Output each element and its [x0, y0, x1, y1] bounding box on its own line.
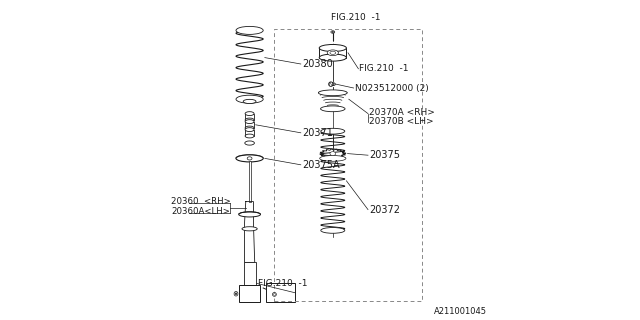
Ellipse shape — [273, 292, 276, 296]
Ellipse shape — [244, 141, 255, 145]
Bar — [245, 114, 254, 120]
Ellipse shape — [319, 90, 347, 96]
Ellipse shape — [236, 27, 263, 35]
Ellipse shape — [236, 293, 237, 295]
Ellipse shape — [321, 106, 345, 112]
Bar — [245, 130, 254, 136]
Text: 20375A: 20375A — [302, 160, 340, 170]
Text: 20360  <RH>: 20360 <RH> — [172, 197, 231, 206]
Ellipse shape — [332, 83, 334, 85]
Polygon shape — [244, 202, 255, 262]
Ellipse shape — [327, 50, 339, 56]
Ellipse shape — [319, 44, 346, 52]
Text: FIG.210  -1: FIG.210 -1 — [258, 279, 307, 288]
Text: 20360A<LH>: 20360A<LH> — [172, 207, 230, 216]
Bar — [244, 262, 256, 285]
Ellipse shape — [236, 95, 263, 103]
Bar — [249, 161, 251, 202]
Text: 20375: 20375 — [369, 150, 400, 160]
Bar — [239, 285, 260, 302]
Ellipse shape — [329, 82, 333, 86]
Ellipse shape — [245, 134, 254, 138]
Text: FIG.210  -1: FIG.210 -1 — [332, 13, 381, 22]
Ellipse shape — [234, 292, 238, 296]
Text: 20372: 20372 — [369, 204, 400, 215]
Ellipse shape — [330, 152, 336, 156]
Text: FIG.210  -1: FIG.210 -1 — [360, 64, 409, 73]
Ellipse shape — [320, 156, 346, 161]
Ellipse shape — [330, 51, 336, 54]
Ellipse shape — [245, 120, 254, 124]
Text: 20370A <RH>: 20370A <RH> — [369, 108, 435, 117]
Ellipse shape — [321, 128, 345, 134]
Bar — [319, 48, 346, 58]
Ellipse shape — [330, 83, 335, 86]
Ellipse shape — [236, 155, 263, 162]
Ellipse shape — [243, 99, 256, 104]
Text: N023512000 (2): N023512000 (2) — [355, 84, 428, 92]
Ellipse shape — [245, 128, 254, 132]
Bar — [245, 122, 254, 128]
Ellipse shape — [332, 31, 333, 33]
Ellipse shape — [245, 118, 254, 122]
Ellipse shape — [239, 212, 260, 217]
Ellipse shape — [245, 112, 254, 116]
Ellipse shape — [245, 126, 254, 130]
Text: 20380: 20380 — [302, 59, 333, 69]
Ellipse shape — [319, 54, 346, 61]
Text: N: N — [329, 82, 333, 87]
Ellipse shape — [273, 293, 275, 295]
Text: 20370B <LH>: 20370B <LH> — [369, 117, 433, 126]
Bar — [266, 283, 295, 302]
Ellipse shape — [247, 157, 252, 160]
Text: 20371: 20371 — [302, 128, 333, 138]
Ellipse shape — [331, 31, 335, 33]
Text: A211001045: A211001045 — [434, 307, 486, 316]
Ellipse shape — [242, 227, 257, 231]
Ellipse shape — [321, 228, 345, 233]
